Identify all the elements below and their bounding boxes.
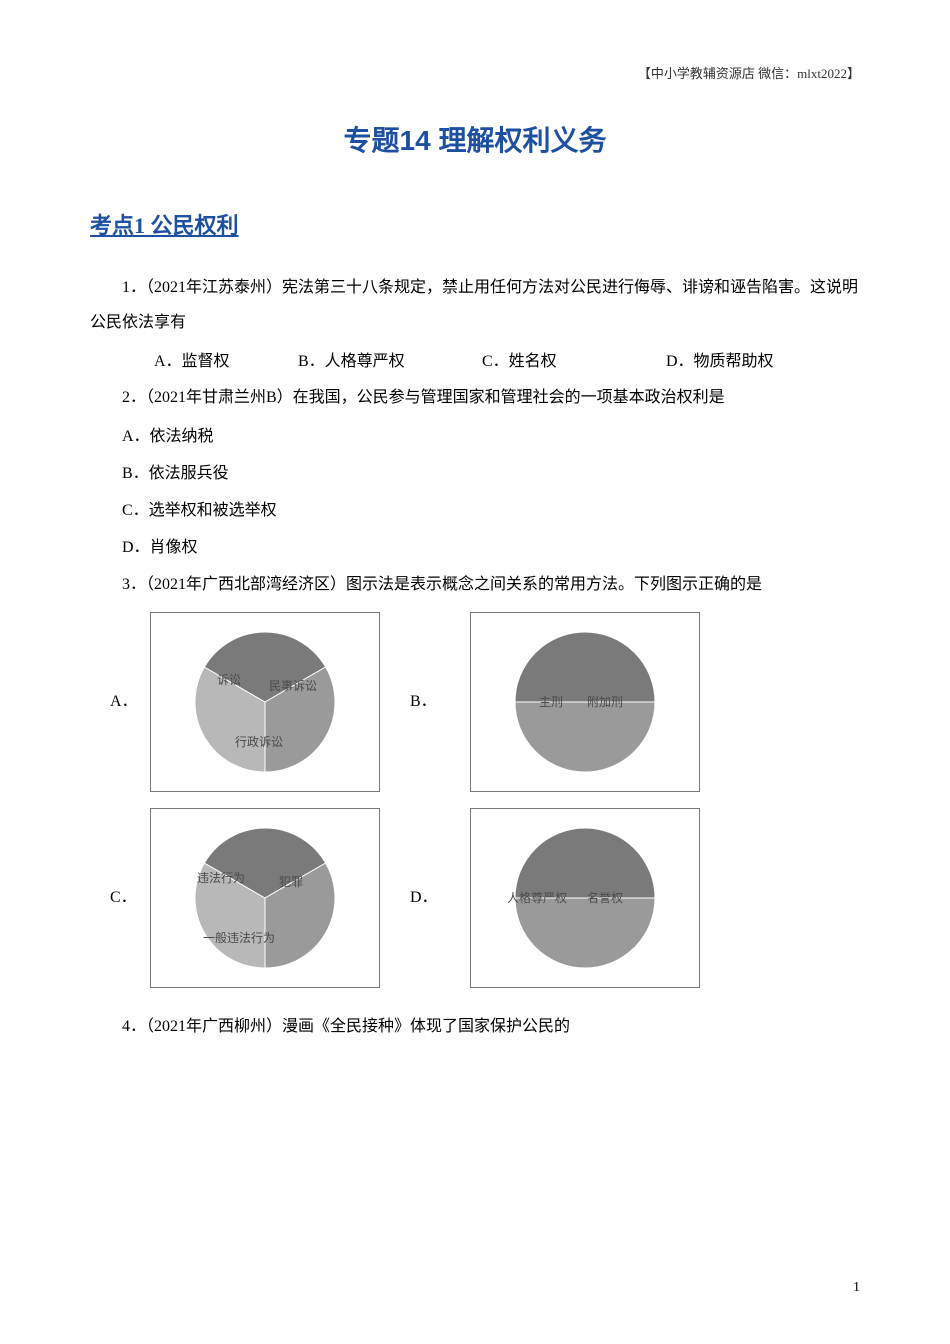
svg-text:附加刑: 附加刑 <box>587 695 623 709</box>
q4-text: 4．（2021年广西柳州）漫画《全民接种》体现了国家保护公民的 <box>90 1009 860 1044</box>
q1-opt-a: A．监督权 <box>122 344 262 379</box>
page-number: 1 <box>853 1273 860 1304</box>
q3-text: 3．（2021年广西北部湾经济区）图示法是表示概念之间关系的常用方法。下列图示正… <box>90 567 860 602</box>
q3-chart-c: 违法行为 犯罪一般违法行为 <box>150 808 380 988</box>
svg-text:犯罪: 犯罪 <box>279 875 303 889</box>
q2-opt-a: A．依法纳税 <box>90 419 860 454</box>
q3-chart-grid: A． 诉讼 民事诉讼行政诉讼 B． 主刑 附加刑 C． 违法行为 犯罪一般违法行为 D… <box>110 607 860 993</box>
q3-label-a: A． <box>110 684 138 719</box>
q3-chart-d: 人格尊严权 名誉权 <box>470 808 700 988</box>
q2-opt-b: B．依法服兵役 <box>90 456 860 491</box>
svg-text:诉讼: 诉讼 <box>217 673 241 687</box>
q2-text: 2．（2021年甘肃兰州B）在我国，公民参与管理国家和管理社会的一项基本政治权利… <box>90 380 860 415</box>
q1-opt-d: D．物质帮助权 <box>634 344 774 379</box>
svg-text:人格尊严权: 人格尊严权 <box>507 890 567 905</box>
svg-text:违法行为: 违法行为 <box>197 871 245 885</box>
q1-options: A．监督权 B．人格尊严权 C．姓名权 D．物质帮助权 <box>90 344 860 379</box>
q3-label-c: C． <box>110 880 137 915</box>
q3-chart-a: 诉讼 民事诉讼行政诉讼 <box>150 612 380 792</box>
svg-text:一般违法行为: 一般违法行为 <box>203 930 275 945</box>
q2-opt-d: D．肖像权 <box>90 530 860 565</box>
svg-text:主刑: 主刑 <box>539 695 563 709</box>
q1-text: 1．（2021年江苏泰州）宪法第三十八条规定，禁止用任何方法对公民进行侮辱、诽谤… <box>90 270 860 340</box>
q2-opt-c: C．选举权和被选举权 <box>90 493 860 528</box>
q1-opt-b: B．人格尊严权 <box>266 344 446 379</box>
header-note: 【中小学教辅资源店 微信：mlxt2022】 <box>638 60 860 89</box>
svg-text:民事诉讼: 民事诉讼 <box>269 679 317 693</box>
section-title: 考点1 公民权利 <box>90 202 860 250</box>
svg-text:行政诉讼: 行政诉讼 <box>235 735 283 749</box>
main-title: 专题14 理解权利义务 <box>90 110 860 172</box>
svg-text:名誉权: 名誉权 <box>587 890 623 905</box>
q3-label-b: B． <box>410 684 437 719</box>
q3-chart-b: 主刑 附加刑 <box>470 612 700 792</box>
q3-label-d: D． <box>410 880 438 915</box>
q1-opt-c: C．姓名权 <box>450 344 630 379</box>
